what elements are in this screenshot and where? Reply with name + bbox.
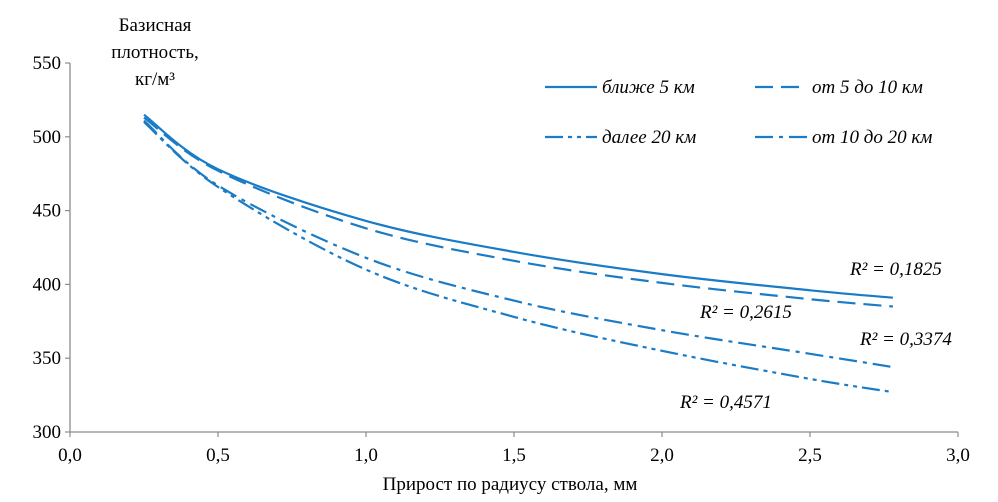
y-tick-labels: 300 350 400 450 500 550 bbox=[33, 53, 62, 443]
legend-label-4: от 10 до 20 км bbox=[812, 127, 932, 148]
r-squared-label-2: R² = 0,2615 bbox=[699, 302, 792, 323]
legend-label-1: ближе 5 км bbox=[602, 77, 695, 98]
axes bbox=[65, 62, 959, 437]
y-axis-title-line-2: плотность, bbox=[111, 42, 199, 63]
y-tick-label: 550 bbox=[33, 53, 62, 74]
x-axis-title: Прирост по радиусу ствола, мм bbox=[383, 474, 638, 495]
y-axis-title-line-1: Базисная bbox=[119, 15, 192, 36]
y-tick-label: 350 bbox=[33, 348, 62, 369]
x-tick-label: 2,5 bbox=[798, 445, 822, 466]
y-tick-label: 500 bbox=[33, 127, 62, 148]
y-tick-label: 450 bbox=[33, 201, 62, 222]
y-axis-title-line-3: кг/м³ bbox=[135, 69, 175, 90]
series-lines bbox=[143, 113, 894, 394]
series-line-2 bbox=[143, 116, 893, 308]
x-tick-label: 1,5 bbox=[502, 445, 526, 466]
y-tick-label: 400 bbox=[33, 274, 62, 295]
x-tick-labels: 0,0 0,5 1,0 1,5 2,0 2,5 3,0 bbox=[58, 445, 970, 466]
series-line-4 bbox=[143, 119, 894, 369]
x-tick-label: 3,0 bbox=[946, 445, 970, 466]
x-tick-label: 0,5 bbox=[206, 445, 230, 466]
legend-label-3: далее 20 км bbox=[602, 127, 696, 148]
series-line-1 bbox=[143, 113, 893, 299]
legend: ближе 5 км от 5 до 10 км далее 20 км от 10 … bbox=[545, 77, 932, 148]
x-tick-label: 0,0 bbox=[58, 445, 82, 466]
r-squared-label-3: R² = 0,4571 bbox=[679, 392, 772, 413]
x-tick-label: 2,0 bbox=[650, 445, 674, 466]
r-squared-labels: R² = 0,1825 R² = 0,2615 R² = 0,4571 R² = 0,… bbox=[679, 259, 952, 413]
r-squared-label-1: R² = 0,1825 bbox=[849, 259, 942, 280]
x-tick-label: 1,0 bbox=[354, 445, 378, 466]
r-squared-label-4: R² = 0,3374 bbox=[859, 329, 952, 350]
y-tick-label: 300 bbox=[33, 422, 62, 443]
y-axis-title: Базисная плотность, кг/м³ bbox=[111, 15, 199, 90]
legend-label-2: от 5 до 10 км bbox=[812, 77, 923, 98]
series-line-3 bbox=[143, 121, 894, 394]
